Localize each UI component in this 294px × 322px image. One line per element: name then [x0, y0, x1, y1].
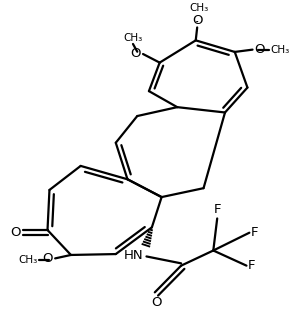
Text: O: O: [10, 226, 21, 239]
Text: O: O: [254, 43, 265, 56]
Text: O: O: [42, 252, 53, 265]
Text: F: F: [213, 203, 221, 216]
Text: CH₃: CH₃: [270, 45, 290, 55]
Text: O: O: [192, 14, 203, 27]
Text: CH₃: CH₃: [19, 255, 38, 265]
Text: O: O: [151, 296, 162, 308]
Text: CH₃: CH₃: [123, 33, 143, 43]
Text: O: O: [130, 47, 141, 60]
Text: F: F: [248, 259, 256, 272]
Text: HN: HN: [124, 249, 143, 262]
Text: F: F: [251, 226, 259, 239]
Text: CH₃: CH₃: [190, 3, 209, 13]
